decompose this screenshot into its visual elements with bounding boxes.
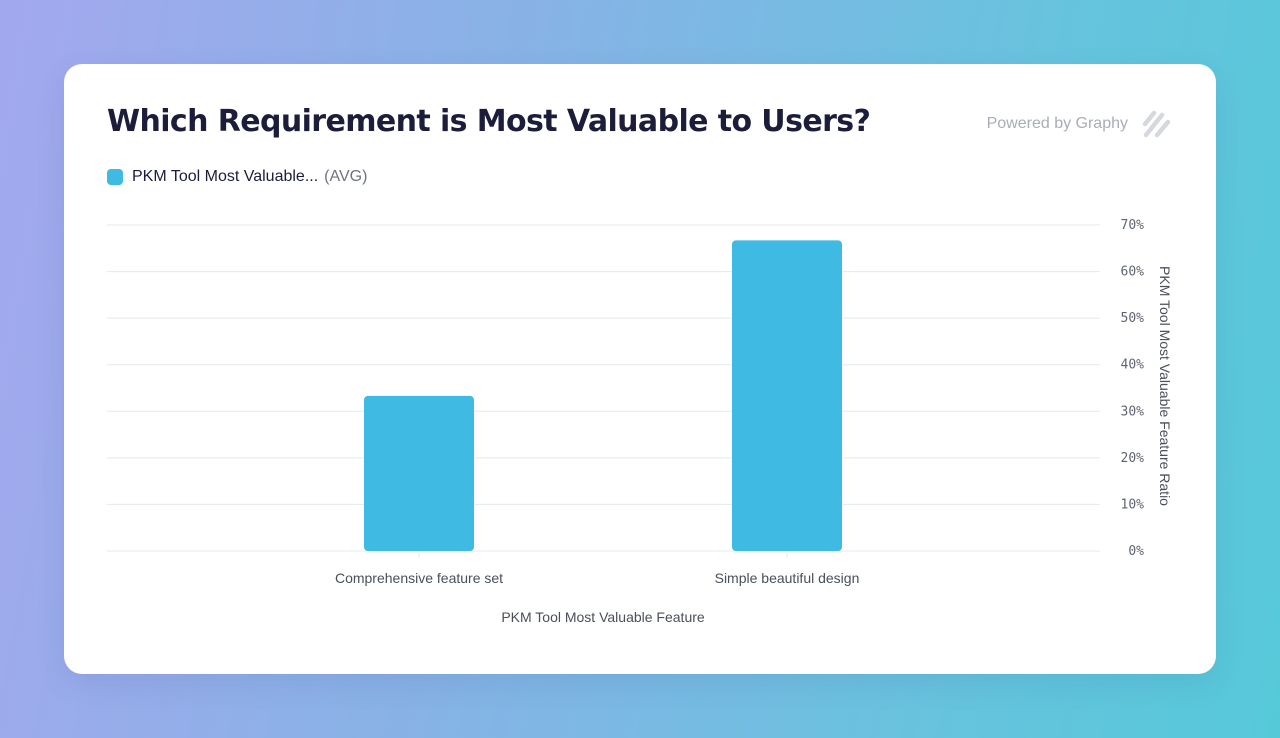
powered-by-label: Powered by Graphy [986, 115, 1128, 132]
legend-aggregate: (AVG) [324, 168, 368, 185]
chart-card: Which Requirement is Most Valuable to Us… [64, 64, 1216, 674]
y-tick-label: 70% [1121, 218, 1145, 233]
x-axis-title: PKM Tool Most Valuable Feature [501, 609, 705, 625]
bar [732, 240, 842, 551]
y-tick-label: 10% [1121, 497, 1145, 512]
chart-title: Which Requirement is Most Valuable to Us… [107, 104, 871, 139]
x-tick-label: Comprehensive feature set [335, 570, 503, 586]
x-tick-label: Simple beautiful design [715, 570, 860, 586]
y-tick-label: 20% [1121, 451, 1145, 466]
y-tick-label: 40% [1121, 358, 1145, 373]
y-tick-label: 60% [1121, 265, 1145, 280]
legend-series-name: PKM Tool Most Valuable... [132, 168, 319, 185]
powered-by[interactable]: Powered by Graphy [987, 110, 1172, 138]
y-axis-title: PKM Tool Most Valuable Feature Ratio [1157, 266, 1173, 506]
bar-chart: 0% 10% 20% 30% 40% 50% 60% 70% Comprehensive fea… [107, 218, 1173, 625]
legend-swatch [107, 169, 123, 185]
y-tick-label: 50% [1121, 311, 1145, 326]
y-tick-label: 30% [1121, 404, 1145, 419]
graphy-slash-logo-icon [1142, 110, 1171, 138]
y-tick-label: 0% [1128, 544, 1144, 559]
bar [364, 395, 474, 551]
legend[interactable]: PKM Tool Most Valuable... (AVG) [107, 168, 367, 186]
